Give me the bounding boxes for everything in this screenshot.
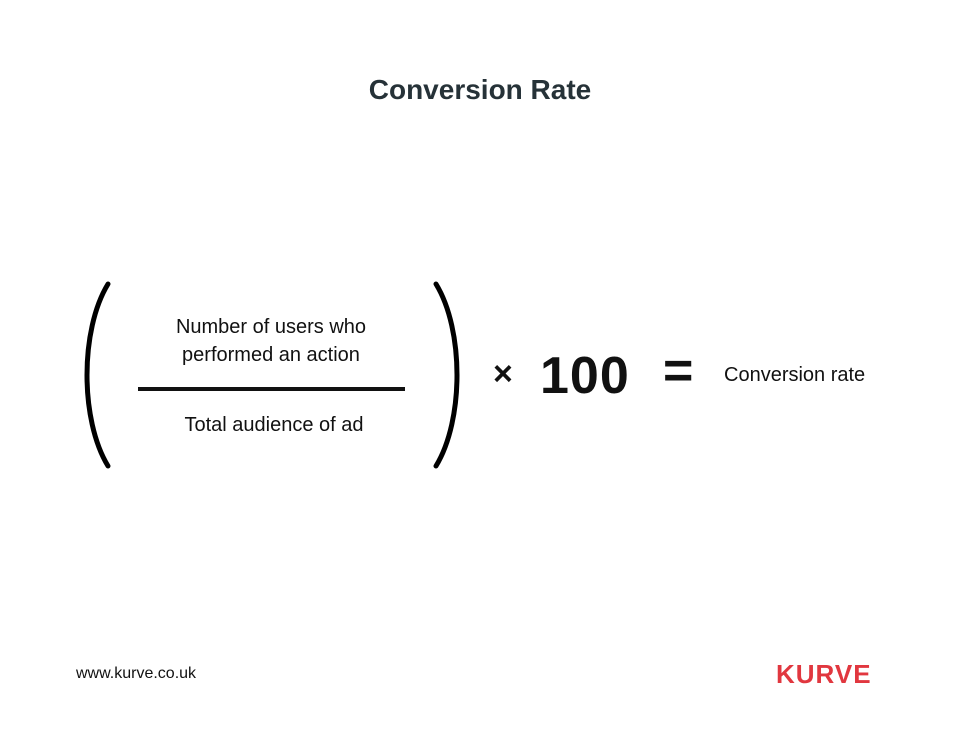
left-parenthesis [84,281,111,469]
multiply-sign: × [493,355,513,393]
equals-sign: = [663,342,694,400]
page-title: Conversion Rate [368,74,592,105]
denominator: Total audience of ad [184,414,364,436]
kurve-logo: KURVE [776,659,872,689]
multiplier: 100 [540,347,630,405]
website-link[interactable]: www.kurve.co.uk [76,665,197,682]
numerator: Number of users who performed an action [175,316,367,366]
right-parenthesis [433,281,460,469]
result-label: Conversion rate [724,364,866,386]
fraction-bar [138,387,405,391]
